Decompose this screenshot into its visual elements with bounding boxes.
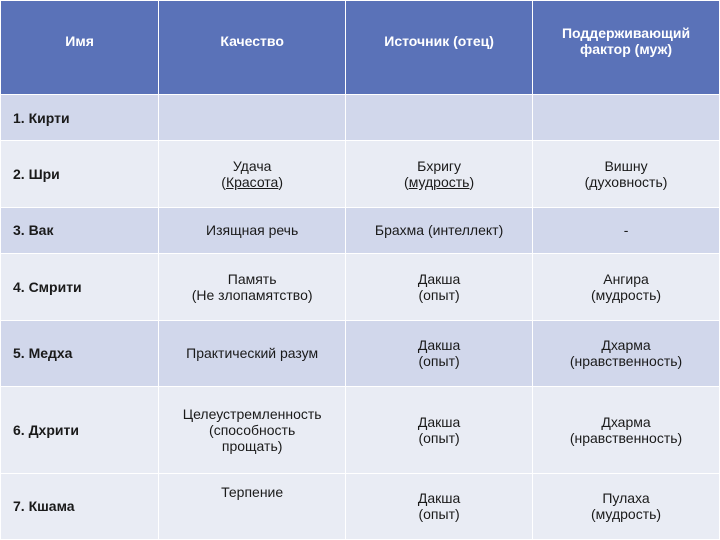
support-line2: (духовность) [585, 174, 668, 190]
cell-quality [159, 95, 346, 141]
cell-name: 7. Кшама [1, 473, 159, 540]
source-underline: мудрость [409, 174, 470, 190]
quality-line1: Память [228, 271, 277, 287]
support-line1: Дхарма [601, 414, 650, 430]
table-header-row: Имя Качество Источник (отец) Поддерживаю… [1, 1, 720, 95]
source-line2: (опыт) [418, 430, 459, 446]
cell-quality: Удача (Красота) [159, 141, 346, 207]
cell-source: Бхригу (мудрость) [346, 141, 533, 207]
cell-support: - [533, 207, 720, 253]
cell-name: 6. Дхрити [1, 387, 159, 473]
cell-source: Дакша (опыт) [346, 473, 533, 540]
cell-support: Пулаха (мудрость) [533, 473, 720, 540]
cell-quality: Терпение [159, 473, 346, 540]
cell-quality: Целеустремленность (способность прощать) [159, 387, 346, 473]
cell-support: Вишну (духовность) [533, 141, 720, 207]
paren-close: ) [469, 174, 474, 190]
table-row: 4. Смрити Память (Не злопамятство) Дакша… [1, 254, 720, 320]
cell-support: Дхарма (нравственность) [533, 387, 720, 473]
support-line1: Дхарма [601, 337, 650, 353]
cell-support: Дхарма (нравственность) [533, 320, 720, 386]
header-support: Поддерживающий фактор (муж) [533, 1, 720, 95]
cell-source: Брахма (интеллект) [346, 207, 533, 253]
source-line1: Дакша [418, 337, 460, 353]
cell-source: Дакша (опыт) [346, 387, 533, 473]
source-line1: Дакша [418, 490, 460, 506]
table-row: 7. Кшама Терпение Дакша (опыт) Пулаха (м… [1, 473, 720, 540]
cell-quality: Изящная речь [159, 207, 346, 253]
header-quality: Качество [159, 1, 346, 95]
support-line2: (мудрость) [591, 506, 661, 522]
quality-line2: (Не злопамятство) [192, 287, 313, 303]
paren-close: ) [278, 174, 283, 190]
quality-line2: (способность [209, 422, 295, 438]
cell-quality: Память (Не злопамятство) [159, 254, 346, 320]
support-line1: Ангира [603, 271, 649, 287]
cell-name: 4. Смрити [1, 254, 159, 320]
support-line1: Вишну [604, 158, 647, 174]
source-line1: Дакша [418, 414, 460, 430]
header-name: Имя [1, 1, 159, 95]
support-line1: Пулаха [602, 490, 649, 506]
source-line2: (опыт) [418, 287, 459, 303]
support-line2: (нравственность) [570, 353, 682, 369]
quality-line3: прощать) [222, 438, 283, 454]
cell-support [533, 95, 720, 141]
source-line2: (опыт) [418, 506, 459, 522]
cell-support: Ангира (мудрость) [533, 254, 720, 320]
cell-source: Дакша (опыт) [346, 254, 533, 320]
cell-quality: Практический разум [159, 320, 346, 386]
cell-source: Дакша (опыт) [346, 320, 533, 386]
table-row: 2. Шри Удача (Красота) Бхригу (мудрость)… [1, 141, 720, 207]
cell-name: 1. Кирти [1, 95, 159, 141]
support-line2: (мудрость) [591, 287, 661, 303]
cell-source [346, 95, 533, 141]
quality-underline: Красота [226, 174, 278, 190]
cell-name: 5. Медха [1, 320, 159, 386]
quality-line1: Удача [233, 158, 272, 174]
table-row: 6. Дхрити Целеустремленность (способност… [1, 387, 720, 473]
source-line1: Бхригу [417, 158, 461, 174]
quality-line1: Целеустремленность [183, 406, 322, 422]
table-row: 3. Вак Изящная речь Брахма (интеллект) - [1, 207, 720, 253]
support-line2: (нравственность) [570, 430, 682, 446]
cell-name: 2. Шри [1, 141, 159, 207]
qualities-table: Имя Качество Источник (отец) Поддерживаю… [0, 0, 720, 540]
source-line1: Дакша [418, 271, 460, 287]
header-source: Источник (отец) [346, 1, 533, 95]
table-row: 1. Кирти [1, 95, 720, 141]
table-row: 5. Медха Практический разум Дакша (опыт)… [1, 320, 720, 386]
source-line2: (опыт) [418, 353, 459, 369]
cell-name: 3. Вак [1, 207, 159, 253]
